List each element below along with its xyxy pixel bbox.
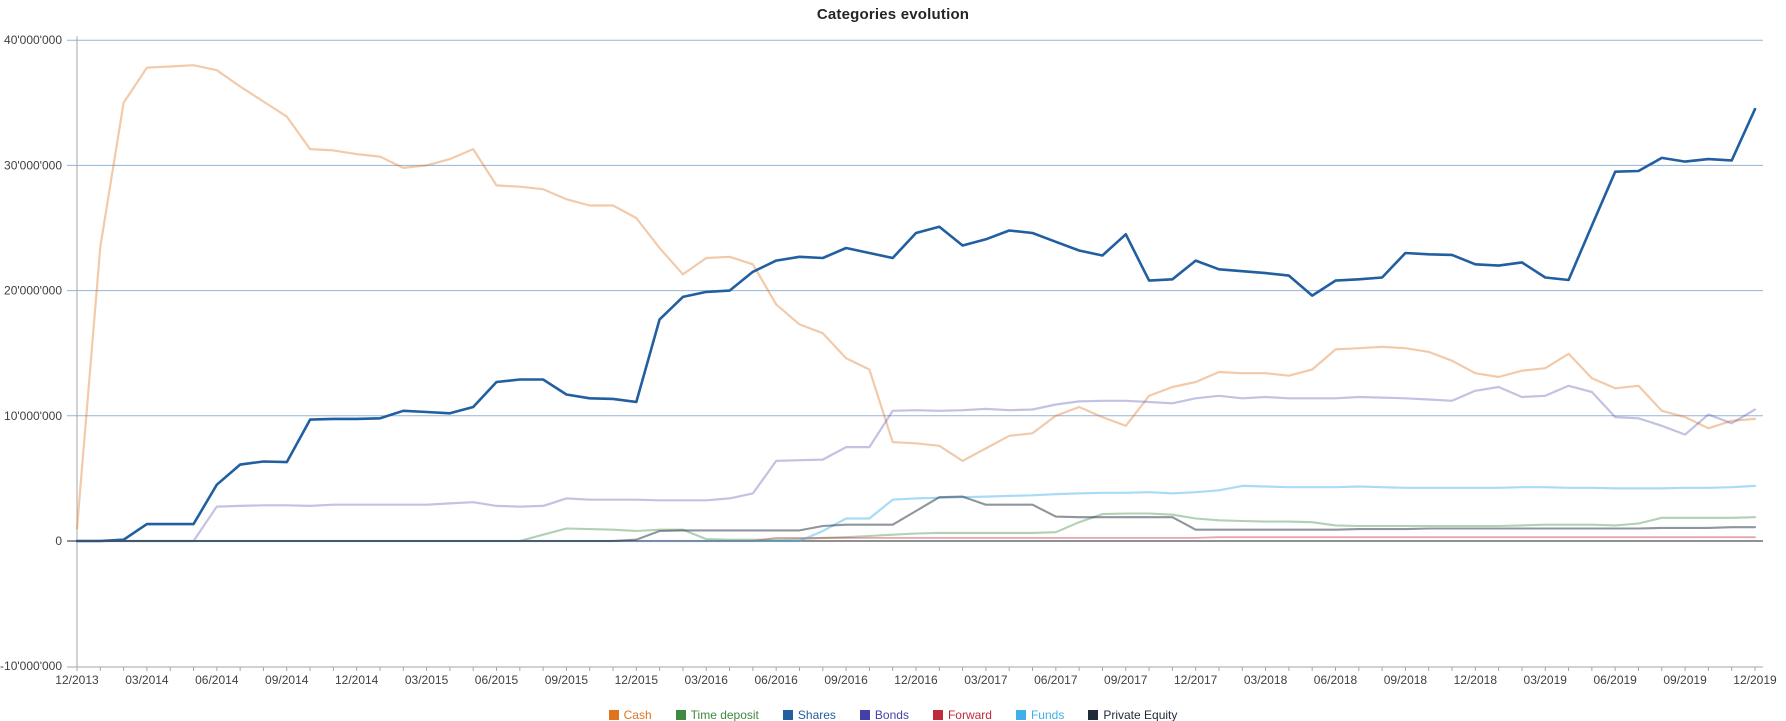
legend-item-cash: Cash <box>608 708 652 721</box>
x-axis-label: 03/2017 <box>964 673 1008 687</box>
legend-swatch-icon <box>1015 710 1026 720</box>
y-axis-label: 10'000'000 <box>4 409 62 423</box>
x-axis-label: 03/2014 <box>125 673 169 687</box>
legend-label: Forward <box>947 708 992 721</box>
chart-legend: Cash Time deposit Shares Bonds Forward Funds P… <box>0 708 1786 721</box>
legend-label: Bonds <box>874 708 909 721</box>
legend-label: Cash <box>623 708 652 721</box>
x-axis-label: 06/2019 <box>1593 673 1637 687</box>
series-line-shares <box>75 107 1757 543</box>
y-axis-label: 0 <box>55 534 62 548</box>
x-axis-label: 06/2017 <box>1034 673 1078 687</box>
x-axis-label: 12/2019 <box>1733 673 1777 687</box>
legend-swatch-icon <box>608 710 619 720</box>
x-axis-label: 06/2015 <box>475 673 519 687</box>
x-axis-label: 09/2017 <box>1104 673 1148 687</box>
x-axis-label: 12/2014 <box>335 673 379 687</box>
x-axis-label: 06/2014 <box>195 673 239 687</box>
legend-swatch-icon <box>675 710 686 720</box>
x-axis-label: 09/2018 <box>1384 673 1428 687</box>
legend-item-forward: Forward <box>932 708 992 721</box>
legend-item-bonds: Bonds <box>859 708 909 721</box>
series-line-cash <box>75 64 1757 530</box>
legend-item-private-equity: Private Equity <box>1088 708 1177 721</box>
x-axis-label: 03/2015 <box>405 673 449 687</box>
legend-label: Funds <box>1030 708 1065 721</box>
legend-item-funds: Funds <box>1015 708 1065 721</box>
legend-swatch-icon <box>932 710 943 720</box>
legend-label: Time deposit <box>690 708 759 721</box>
y-axis-label: 30'000'000 <box>4 158 62 172</box>
x-axis-label: 12/2016 <box>894 673 938 687</box>
legend-label: Shares <box>797 708 836 721</box>
x-axis-label: 06/2018 <box>1314 673 1358 687</box>
x-axis-label: 06/2016 <box>754 673 798 687</box>
x-axis-label: 12/2017 <box>1174 673 1218 687</box>
series-line-bonds <box>75 384 1757 543</box>
x-axis-label: 03/2018 <box>1244 673 1288 687</box>
x-axis-label: 09/2016 <box>824 673 868 687</box>
x-axis-label: 12/2013 <box>55 673 99 687</box>
legend-item-shares: Shares <box>782 708 836 721</box>
chart-title: Categories evolution <box>816 6 970 23</box>
legend-label: Private Equity <box>1103 708 1178 721</box>
legend-swatch-icon <box>859 710 870 720</box>
y-axis-label: 40'000'000 <box>4 33 62 47</box>
y-axis-label: -10'000'000 <box>0 659 62 673</box>
series-line-private-equity <box>75 495 1757 543</box>
y-axis-label: 20'000'000 <box>4 284 62 298</box>
legend-swatch-icon <box>782 710 793 720</box>
x-axis-label: 03/2019 <box>1524 673 1568 687</box>
x-axis-label: 09/2015 <box>545 673 589 687</box>
legend-swatch-icon <box>1088 710 1099 720</box>
x-axis-label: 12/2015 <box>615 673 659 687</box>
x-axis-label: 09/2014 <box>265 673 309 687</box>
legend-item-time-deposit: Time deposit <box>675 708 759 721</box>
x-axis-label: 09/2019 <box>1663 673 1707 687</box>
x-axis-label: 03/2016 <box>685 673 729 687</box>
x-axis-label: 12/2018 <box>1454 673 1498 687</box>
